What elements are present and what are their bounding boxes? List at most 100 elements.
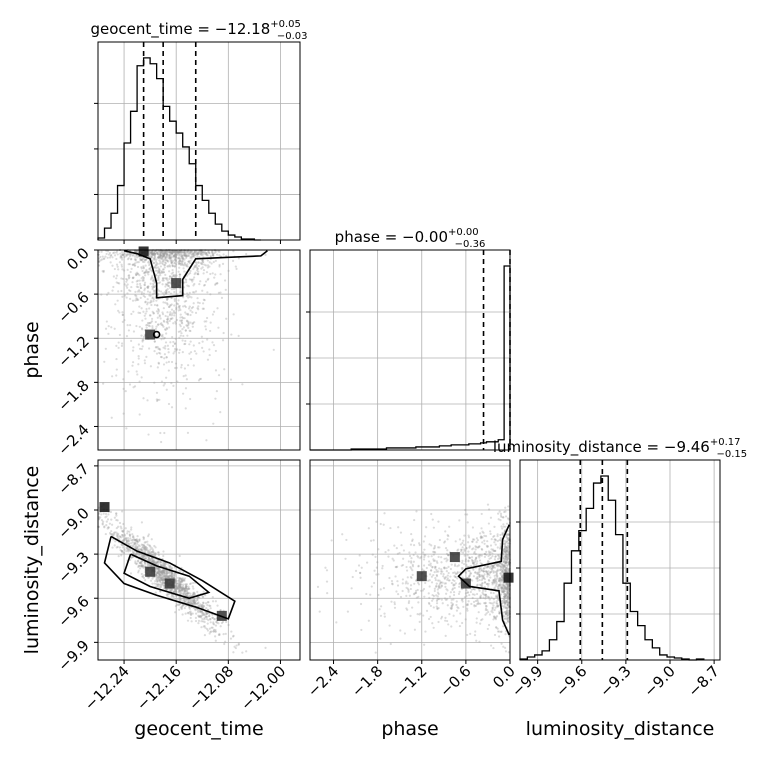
sample-point xyxy=(431,593,434,597)
sample-point xyxy=(180,252,183,255)
sample-point xyxy=(409,543,413,546)
sample-point xyxy=(407,600,411,603)
sample-point xyxy=(158,250,161,253)
sample-point xyxy=(183,252,186,255)
sample-point xyxy=(216,307,219,310)
sample-point xyxy=(162,252,165,255)
sample-point xyxy=(107,253,111,256)
sample-point xyxy=(197,305,200,308)
sample-point xyxy=(167,369,170,372)
sample-point xyxy=(158,574,161,577)
sample-point xyxy=(454,540,457,543)
sample-point xyxy=(175,302,179,305)
sample-point xyxy=(241,651,244,654)
sample-point xyxy=(159,580,162,583)
sample-point xyxy=(122,387,125,391)
sample-point xyxy=(165,253,168,256)
sample-point xyxy=(156,292,160,296)
sample-point xyxy=(176,252,180,255)
sample-point xyxy=(143,258,146,261)
sample-point xyxy=(406,576,409,579)
sample-point xyxy=(184,387,188,390)
sample-point xyxy=(182,267,185,270)
sample-point xyxy=(171,250,174,253)
sample-point xyxy=(178,250,182,253)
sample-point xyxy=(473,633,477,637)
sample-point xyxy=(413,518,416,522)
sample-point xyxy=(179,592,182,595)
sample-point xyxy=(135,562,138,565)
sample-point xyxy=(506,545,509,548)
sample-point xyxy=(324,566,327,569)
sample-point xyxy=(180,588,183,591)
sample-point xyxy=(150,251,153,254)
sample-point xyxy=(138,567,142,570)
sample-point xyxy=(187,307,191,310)
sample-point xyxy=(416,588,419,592)
sample-point xyxy=(173,265,176,268)
sample-point xyxy=(422,587,426,591)
sample-point xyxy=(467,600,470,603)
sample-point xyxy=(206,259,209,262)
sample-point xyxy=(156,252,160,256)
sample-point xyxy=(180,319,183,323)
sample-point xyxy=(173,255,176,258)
sample-point xyxy=(191,602,194,605)
sample-point xyxy=(205,251,208,255)
sample-point xyxy=(168,250,172,253)
sample-point xyxy=(180,332,183,335)
sample-point xyxy=(184,339,187,343)
sample-point xyxy=(444,530,447,533)
sample-point xyxy=(190,252,193,256)
sample-point xyxy=(161,251,164,254)
sample-point xyxy=(166,253,169,256)
sample-point xyxy=(473,604,476,607)
sample-point xyxy=(157,253,160,256)
sample-point xyxy=(123,269,126,272)
sample-point xyxy=(470,556,474,559)
sample-point xyxy=(168,319,171,322)
sample-point xyxy=(493,577,497,580)
sample-point xyxy=(409,584,413,587)
sample-point xyxy=(184,329,187,332)
panel-frame xyxy=(97,41,301,241)
sample-point xyxy=(137,569,140,572)
sample-point xyxy=(193,250,197,253)
sample-point xyxy=(146,285,150,288)
sample-point xyxy=(135,547,138,550)
sample-point xyxy=(370,585,373,588)
sample-point xyxy=(116,281,120,285)
sample-point xyxy=(495,581,498,584)
sample-point xyxy=(140,565,143,568)
sample-point xyxy=(188,250,191,253)
sample-point xyxy=(177,579,180,582)
sample-point xyxy=(187,285,190,288)
sample-point xyxy=(156,271,159,275)
sample-point xyxy=(202,590,205,593)
sample-point xyxy=(179,330,182,333)
sample-point xyxy=(435,594,438,597)
sample-point xyxy=(107,332,110,335)
sample-point xyxy=(174,256,177,259)
sample-point xyxy=(432,526,435,529)
sample-point xyxy=(154,250,157,253)
sample-point xyxy=(150,276,153,280)
sample-point xyxy=(136,283,139,286)
panel-title-geocent_time: geocent_time = −12.18+0.05 −0.03 xyxy=(90,19,307,42)
sample-point xyxy=(188,254,191,258)
sample-point xyxy=(399,629,402,632)
sample-point xyxy=(410,532,413,536)
sample-point xyxy=(199,252,202,255)
sample-point xyxy=(186,619,190,622)
sample-point xyxy=(214,369,218,372)
sample-point xyxy=(189,250,192,254)
sample-point xyxy=(485,566,489,569)
sample-point xyxy=(164,251,167,254)
x-tick-label: −0.6 xyxy=(436,662,474,700)
sample-point xyxy=(142,266,145,269)
sample-point xyxy=(156,398,159,401)
sample-point xyxy=(212,622,215,625)
sample-point xyxy=(106,250,110,253)
sample-point xyxy=(506,603,509,607)
sample-point xyxy=(142,536,145,539)
